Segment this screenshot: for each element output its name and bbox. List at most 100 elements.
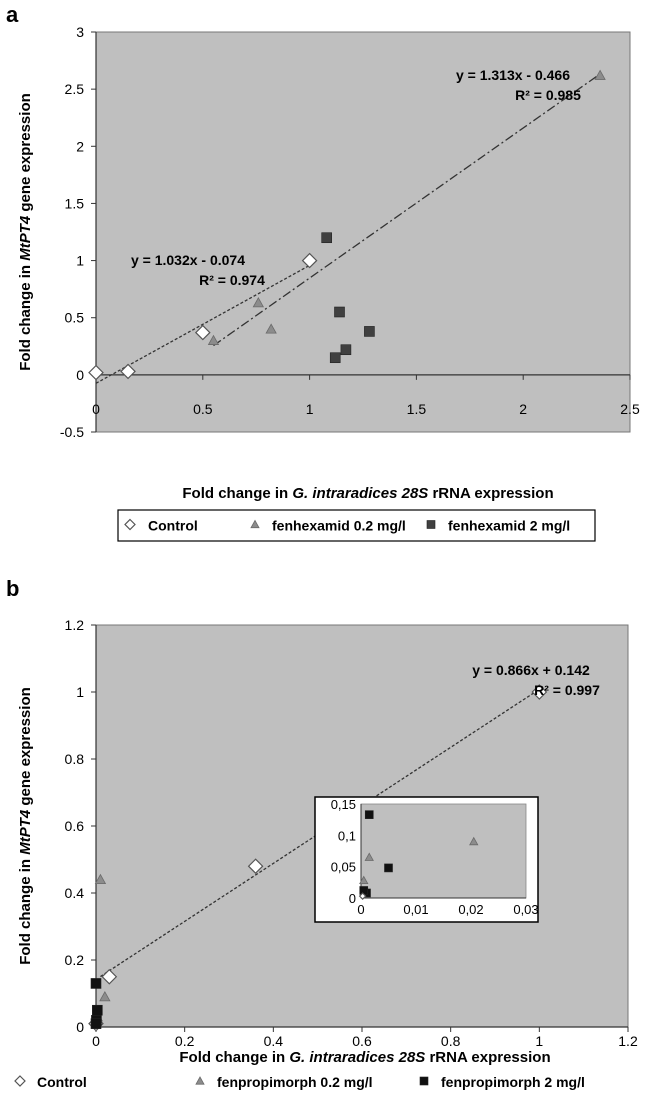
- x-tick-label: 0.6: [352, 1033, 372, 1049]
- data-point: [101, 968, 118, 985]
- data-point: [364, 326, 375, 337]
- legend-marker-square: [419, 1076, 429, 1086]
- inset-y-tick-label: 0,15: [331, 797, 356, 812]
- y-tick-label: 1.2: [65, 617, 85, 633]
- trendline: [95, 264, 310, 384]
- y-axis-title: Fold change in MtPT4 gene expression: [17, 687, 34, 965]
- series-square: [321, 232, 375, 364]
- inset-data-point: [384, 863, 393, 873]
- r-squared-label: R² = 0.997: [534, 682, 600, 698]
- x-tick-label: 1: [535, 1033, 543, 1049]
- x-tick-label: 0: [92, 401, 100, 417]
- data-point: [334, 306, 345, 318]
- regression-equation: y = 1.313x - 0.466: [456, 67, 570, 83]
- inset-data-point: [359, 875, 369, 885]
- plot-area: [95, 31, 631, 433]
- data-point: [90, 1018, 102, 1029]
- trendline: [213, 73, 601, 347]
- inset-chart: 0 0,05 0,1 0,15 0 0,01 0,02 0,03: [314, 796, 539, 923]
- series-square: [90, 978, 103, 1029]
- legend-label: Control: [37, 1074, 87, 1090]
- legend-marker-diamond: [124, 518, 136, 531]
- data-point: [340, 344, 352, 356]
- data-point: [88, 364, 104, 381]
- panel-b: b 0 0.2 0.4 0.6 0.8 1 1.2 0 0.2 0.4 0.6 0.8 1 1.2 Fold …: [6, 576, 638, 1090]
- y-axis-title-post: gene expression: [17, 93, 34, 216]
- data-point: [252, 297, 265, 308]
- r-squared-label: R² = 0.974: [199, 272, 265, 288]
- panel-a: a -0.5 0 0.5 1 1.5 2 2.5 3 0 0.5 1 1.5 2 2.5 Fold chang…: [6, 2, 640, 542]
- y-tick-label: 0.8: [65, 751, 85, 767]
- series-triangle: [207, 69, 606, 345]
- data-point: [301, 252, 318, 269]
- data-point: [329, 352, 341, 364]
- y-tick-label: 1: [76, 253, 84, 269]
- legend-marker-square: [426, 520, 436, 529]
- x-axis-title-pre: Fold change in: [179, 1049, 289, 1066]
- x-axis-title: Fold change in G. intraradices 28S rRNA …: [182, 485, 553, 502]
- x-axis-title-post: rRNA expression: [428, 485, 553, 502]
- data-point: [265, 323, 277, 334]
- inset-plot-area: [360, 803, 527, 899]
- inset-data-point: [364, 852, 374, 861]
- inset-y-tick-label: 0,1: [338, 828, 356, 843]
- data-point: [321, 232, 332, 244]
- inset-data-point: [364, 810, 374, 819]
- x-axis-title-pre: Fold change in: [182, 485, 292, 502]
- y-tick-label: 0.5: [65, 310, 85, 326]
- y-tick-label: 0.6: [65, 818, 85, 834]
- legend-label: fenhexamid 2 mg/l: [448, 518, 570, 534]
- inset-data-point: [469, 836, 479, 846]
- x-tick-label: 2: [519, 401, 527, 417]
- y-axis-title-ital: MtPT4: [17, 809, 34, 855]
- data-point: [594, 69, 606, 80]
- y-tick-label: 0.2: [65, 952, 85, 968]
- data-point: [90, 978, 102, 989]
- x-tick-label: 0.4: [264, 1033, 284, 1049]
- inset-x-tick-label: 0,01: [403, 902, 428, 917]
- inset-x-tick-label: 0,03: [513, 902, 538, 917]
- data-point: [99, 991, 111, 1002]
- inset-y-tick-label: 0,05: [331, 860, 356, 875]
- data-point: [531, 684, 548, 700]
- inset-y-tick-label: 0: [349, 891, 356, 906]
- x-tick-label: 1.5: [407, 401, 427, 417]
- x-axis-title-ital: G. intraradices 28S: [289, 1049, 425, 1066]
- data-point: [92, 1004, 103, 1016]
- x-tick-label: 0.5: [193, 401, 213, 417]
- regression-equation: y = 1.032x - 0.074: [131, 252, 245, 268]
- inset-data-point: [358, 892, 367, 900]
- y-tick-label: 2.5: [65, 81, 85, 97]
- y-axis-title-pre: Fold change in: [17, 261, 34, 371]
- legend-box: [117, 509, 596, 542]
- x-axis-title-post: rRNA expression: [425, 1049, 550, 1066]
- legend-label: fenhexamid 0.2 mg/l: [272, 518, 406, 534]
- regression-equation: y = 0.866x + 0.142: [472, 662, 590, 678]
- y-tick-label: -0.5: [60, 424, 84, 440]
- y-tick-label: 0: [76, 1019, 84, 1035]
- legend-label: fenpropimorph 2 mg/l: [441, 1074, 585, 1090]
- x-tick-label: 0: [92, 1033, 100, 1049]
- legend-marker-triangle: [195, 1076, 205, 1085]
- x-axis-title: Fold change in G. intraradices 28S rRNA …: [179, 1049, 550, 1066]
- legend-label: fenpropimorph 0.2 mg/l: [217, 1074, 373, 1090]
- panel-letter: a: [6, 2, 19, 27]
- series-diamond: [88, 252, 318, 381]
- x-tick-label: 1: [306, 401, 314, 417]
- legend: Control fenhexamid 0.2 mg/l fenhexamid 2 m…: [117, 509, 596, 542]
- data-point: [207, 334, 220, 345]
- y-axis-title: Fold change in MtPT4 gene expression: [17, 93, 34, 371]
- x-tick-label: 0.8: [441, 1033, 461, 1049]
- data-point: [194, 324, 211, 341]
- inset-x-tick-label: 0,02: [458, 902, 483, 917]
- y-tick-label: 2: [76, 138, 84, 154]
- data-point: [120, 363, 136, 380]
- y-axis-title-pre: Fold change in: [17, 855, 34, 965]
- y-tick-label: 1.5: [65, 195, 85, 211]
- legend: Control fenpropimorph 0.2 mg/l fenpropimor…: [14, 1074, 585, 1090]
- legend-marker-diamond: [14, 1075, 26, 1087]
- legend-marker-triangle: [250, 519, 260, 529]
- y-tick-label: 0: [76, 367, 84, 383]
- y-tick-label: 1: [76, 684, 84, 700]
